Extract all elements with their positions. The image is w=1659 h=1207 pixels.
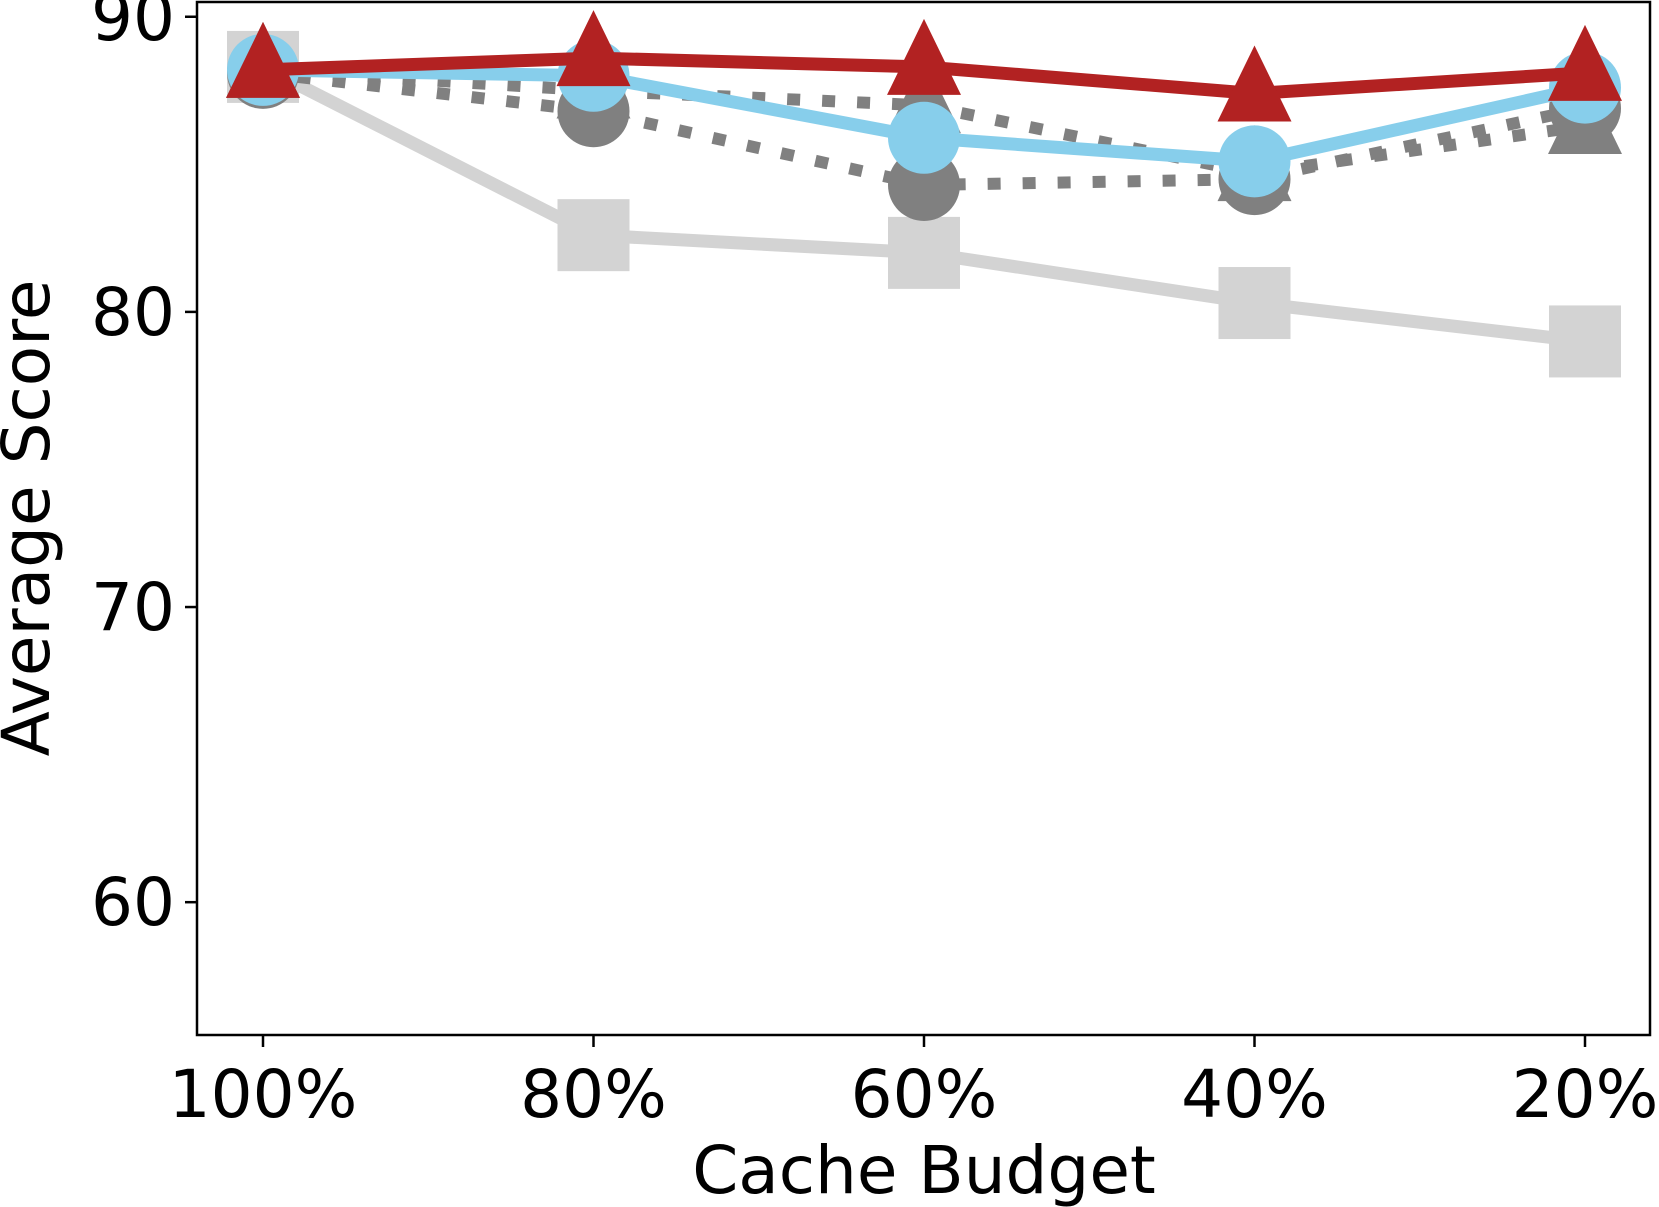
data-point-triangle (1548, 24, 1622, 101)
y-tick-label: 80 (91, 274, 175, 351)
y-tick-label: 60 (91, 864, 175, 941)
data-point-square (888, 216, 960, 289)
x-axis: 100% 80% 60% 40% 20% (169, 1035, 1659, 1133)
data-point-square (557, 199, 630, 272)
y-axis-label: Average Score (0, 280, 65, 757)
data-point-square (1549, 305, 1621, 378)
data-point-square (1218, 267, 1291, 340)
x-axis-label: Cache Budget (692, 1132, 1156, 1207)
series-line (262, 63, 1586, 180)
x-tick-label: 20% (1512, 1056, 1659, 1133)
series-1 (227, 30, 1621, 378)
y-tick-label: 90 (91, 0, 175, 56)
y-axis: 60 70 80 90 (91, 0, 197, 941)
data-point-triangle (556, 10, 631, 87)
x-tick-label: 60% (851, 1056, 998, 1133)
x-tick-label: 100% (169, 1056, 358, 1133)
data-point-triangle (887, 18, 961, 95)
x-tick-label: 40% (1181, 1056, 1328, 1133)
data-point-circle (1218, 125, 1291, 198)
data-point-triangle (226, 21, 300, 98)
plot-area (226, 10, 1622, 378)
series-5 (226, 10, 1622, 122)
y-tick-label: 70 (91, 569, 175, 646)
data-point-triangle (1217, 45, 1292, 122)
x-tick-label: 80% (520, 1056, 667, 1133)
data-point-circle (888, 101, 960, 174)
